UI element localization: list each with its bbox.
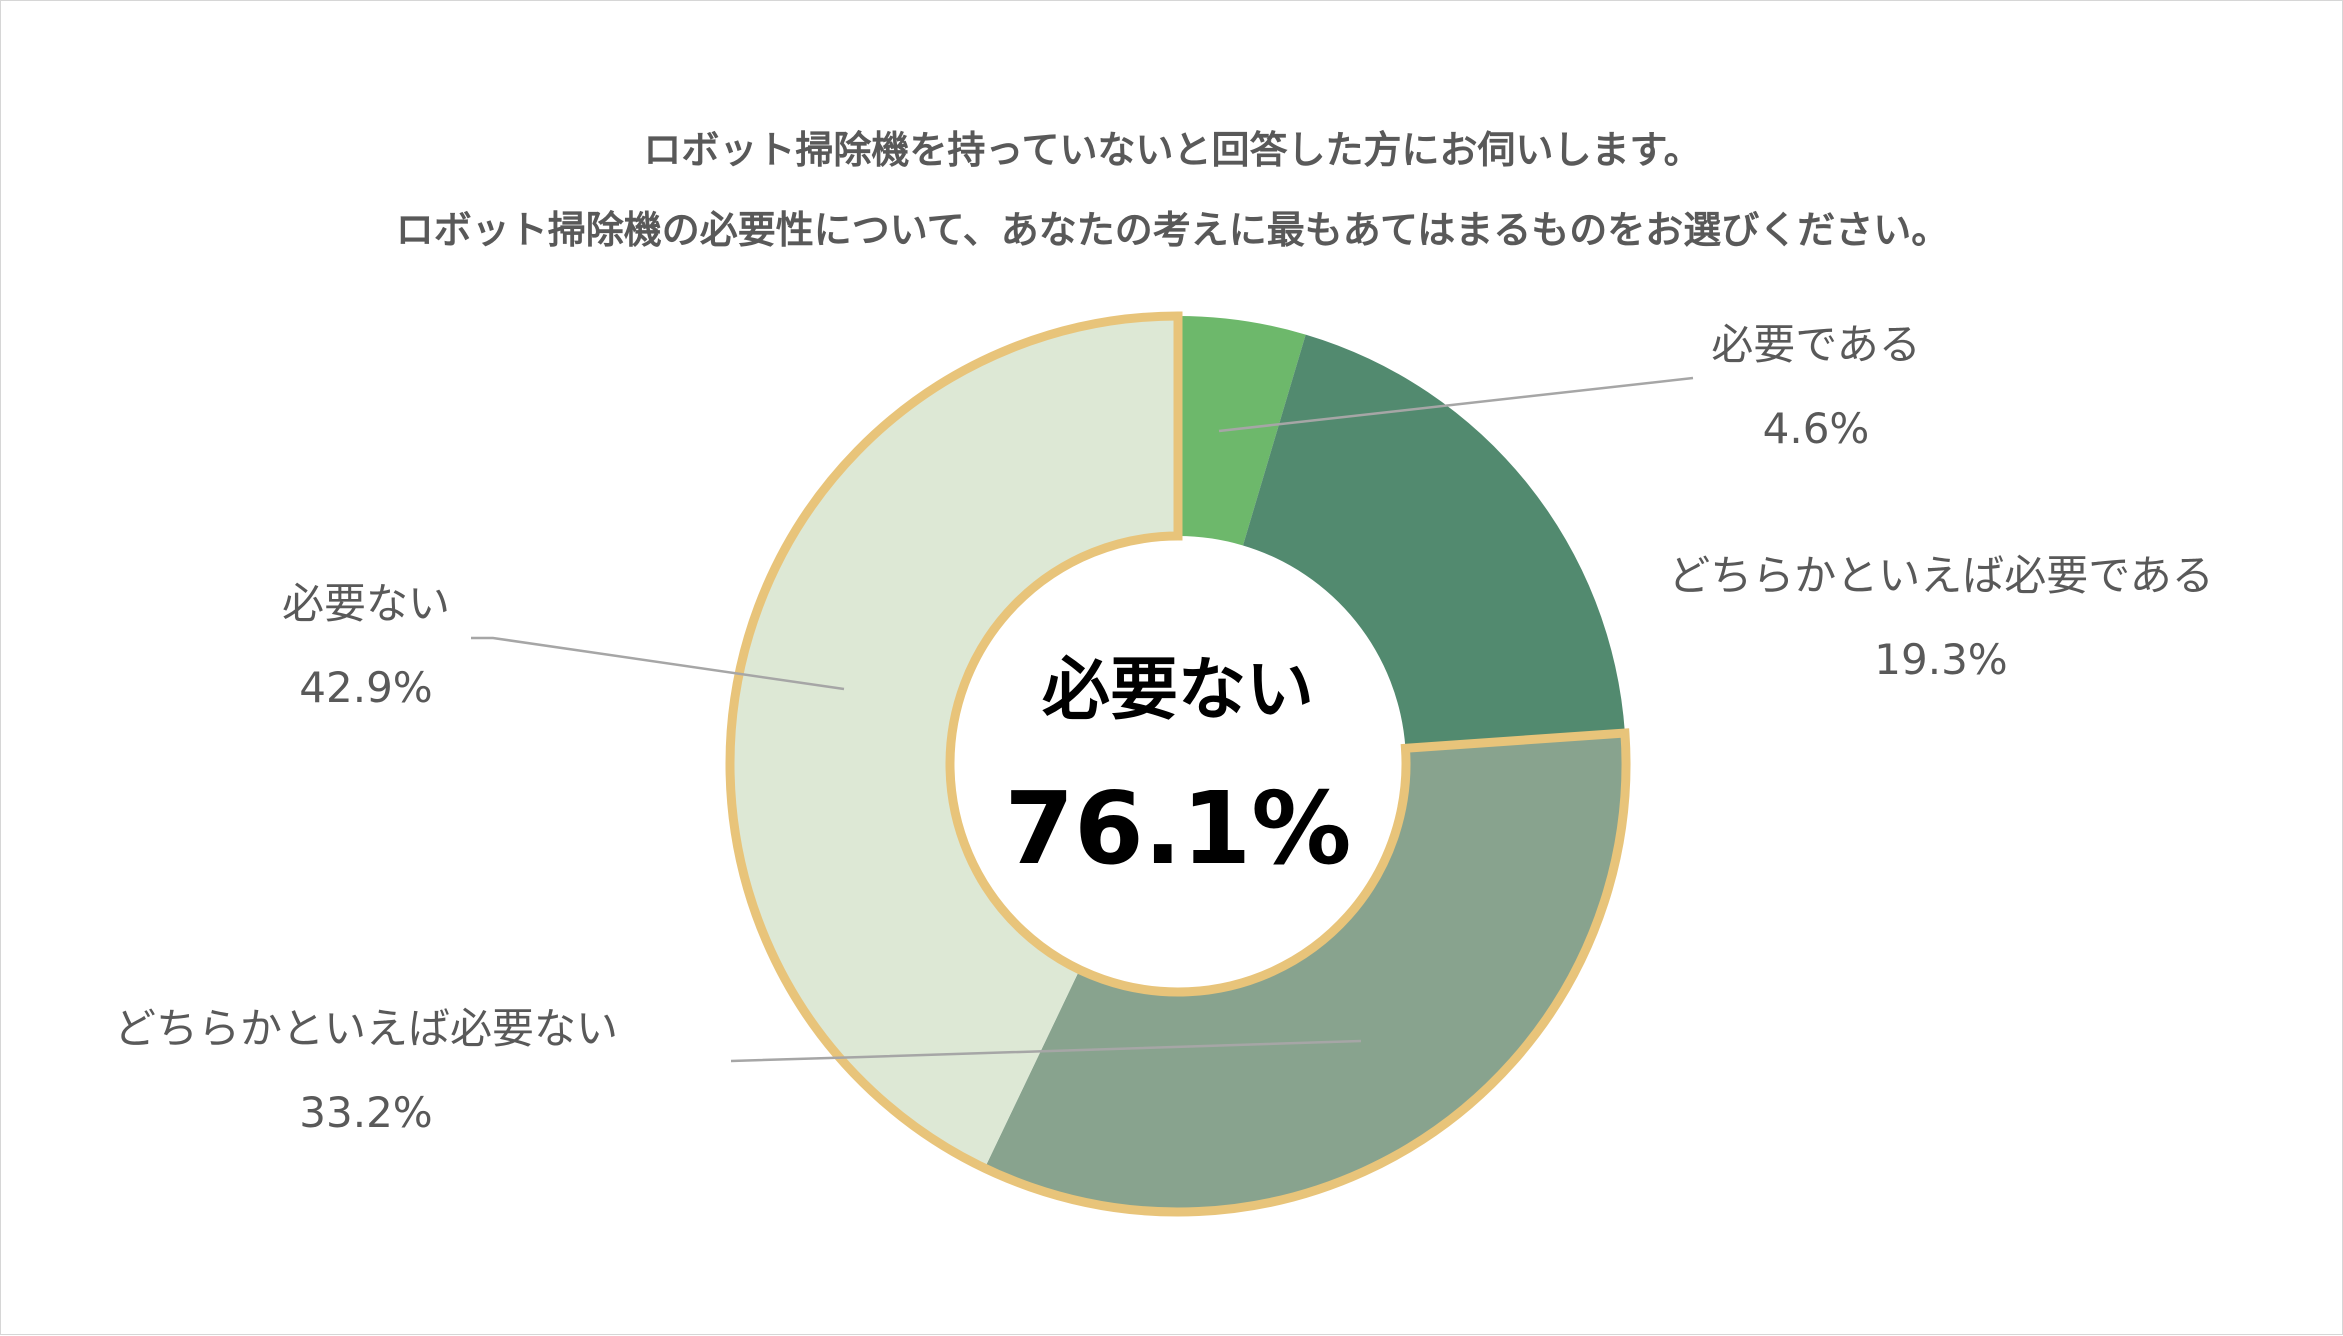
data-label-category: どちらかといえば必要である [1668,551,2214,600]
data-label-category: どちらかといえば必要ない [114,1004,618,1053]
leader-line [730,1039,1362,1063]
center-summary: 必要ない 76.1% [1005,651,1352,887]
donut-slice [1242,334,1625,749]
highlight-border [725,311,1631,1217]
data-label-category: 必要である [1711,320,1921,369]
data-label-value: 4.6% [1763,404,1870,453]
donut-slice [729,316,1178,1169]
data-labels: 必要である 4.6% どちらかといえば必要である 19.3% どちらかといえば必要ない 3… [114,320,2214,1137]
chart-title-line-1: ロボット掃除機を持っていないと回答した方にお伺いします。 [643,128,1702,172]
data-label-value: 19.3% [1874,635,2007,684]
center-value: 76.1% [1005,770,1352,887]
leader-line [1218,376,1694,433]
data-label-value: 33.2% [299,1088,432,1137]
center-label: 必要ない [1042,651,1314,730]
data-label-value: 42.9% [299,663,432,712]
donut-slices [725,311,1631,1217]
data-label-category: 必要ない [282,579,450,628]
chart-title-line-2: ロボット掃除機の必要性について、あなたの考えに最もあてはまるものをお選びください… [395,208,1950,252]
donut-slice [1178,316,1306,546]
donut-slice [984,733,1626,1212]
leader-line [471,636,845,691]
leader-lines [471,376,1694,1063]
